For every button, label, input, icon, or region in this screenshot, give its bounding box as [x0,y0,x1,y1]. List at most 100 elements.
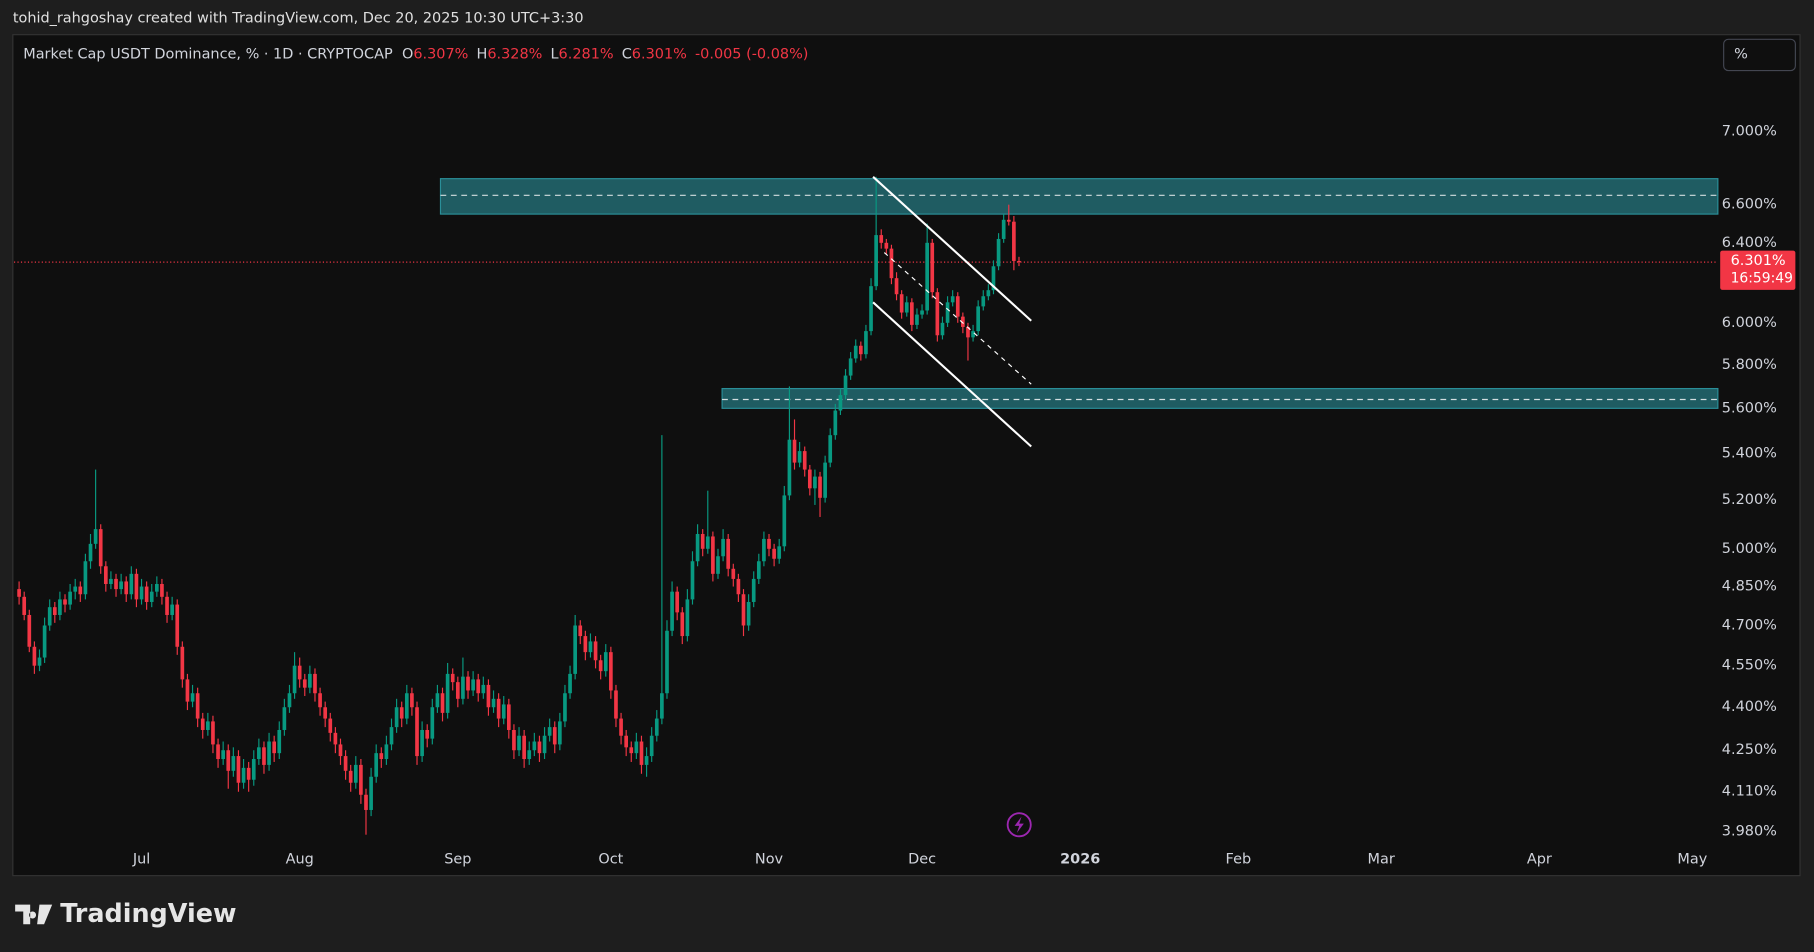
candle-body [149,591,154,602]
candle-body [272,741,277,754]
unit-button-label[interactable]: % [1734,46,1748,62]
price-tag-value: 6.301% [1731,253,1786,269]
candle-body [114,578,118,590]
legend-key: H [476,46,487,62]
candle-body [1017,260,1021,263]
candle-body [864,331,868,355]
candle-body [206,721,210,730]
candle-body [558,721,562,745]
candle-body [925,242,929,311]
candle-body [583,636,588,653]
icon-bolt[interactable] [1014,816,1024,833]
candle-body [170,604,174,615]
x-tick-label: Jul [132,851,150,867]
candle-body [282,707,287,730]
y-tick-label: 4.250% [1722,742,1777,758]
candle-body [991,266,996,291]
candle-body [762,538,766,562]
candle-body [68,591,72,605]
unit-button[interactable] [1723,38,1796,72]
candle-body [792,439,797,463]
candle-body [389,727,394,745]
candle-body [154,583,159,592]
x-tick-label: May [1677,851,1707,867]
candle-body [129,573,134,595]
candle-body [165,596,169,615]
candle-body [828,435,833,463]
candle-body [884,242,889,249]
lightning-icon[interactable] [1006,812,1032,838]
candle-body [945,302,950,323]
candle-body [807,469,812,489]
legend-key: C [622,46,632,62]
candle-body [491,698,496,708]
y-tick-label: 5.400% [1722,445,1777,461]
candle-body [119,581,123,590]
zone [721,387,1719,409]
y-tick-label: 5.200% [1722,492,1777,508]
x-tick-label: Nov [755,851,784,867]
candle-body [894,278,899,295]
icon-ring[interactable] [1006,812,1032,838]
candle-body [573,625,577,674]
candle-body [685,599,690,637]
candle-body [787,439,792,496]
candle-body [506,704,511,730]
y-tick-label: 3.980% [1722,824,1777,840]
candle-body [782,495,787,547]
candle-body [58,599,62,615]
candle-body [711,536,715,574]
candle-body [767,538,771,549]
candle-body [216,744,220,760]
candle-body [292,665,297,694]
candle-body [578,625,583,637]
candle-body [961,316,965,327]
x-tick-label: Apr [1527,851,1552,867]
candle-body [481,684,486,694]
y-tick-label: 7.000% [1722,124,1777,140]
candle-body [160,583,164,597]
x-tick-label: Oct [598,851,623,867]
candle-body [537,741,542,754]
candle-body [17,589,21,597]
candle-body [78,586,83,595]
zone [439,178,1719,215]
candle-body [670,591,674,631]
candle-body [221,750,225,760]
candle-body [52,607,57,615]
candle-body [756,561,761,579]
candle-body [200,718,205,730]
candle-body [874,235,878,287]
candle-body [450,673,455,683]
candle-body [731,568,736,579]
candle-body [328,718,333,733]
candle-body [588,641,593,653]
candle-body [889,248,894,279]
x-tick-label: Sep [444,851,471,867]
candle-body [721,538,725,557]
candle-body [384,744,389,760]
candle-body [134,573,139,600]
candle-body [440,693,445,713]
candle-body [98,529,103,567]
candle-body [333,732,338,745]
candle-body [532,741,537,751]
candle-body [231,756,236,771]
candle-body [940,322,945,336]
candle-body [175,604,180,647]
candle-body [517,735,521,751]
candle-body [63,599,67,605]
candle-body [915,314,919,325]
candle-body [818,476,822,498]
candle-body [83,561,88,595]
candle-body [338,744,343,757]
candle-body [180,646,185,680]
candle-body [404,693,409,719]
candle-body [32,646,37,666]
trend-line [872,301,1032,448]
candle-body [976,306,981,332]
candle-body [634,741,639,754]
candle-body [364,794,368,810]
candle-body [445,673,450,713]
